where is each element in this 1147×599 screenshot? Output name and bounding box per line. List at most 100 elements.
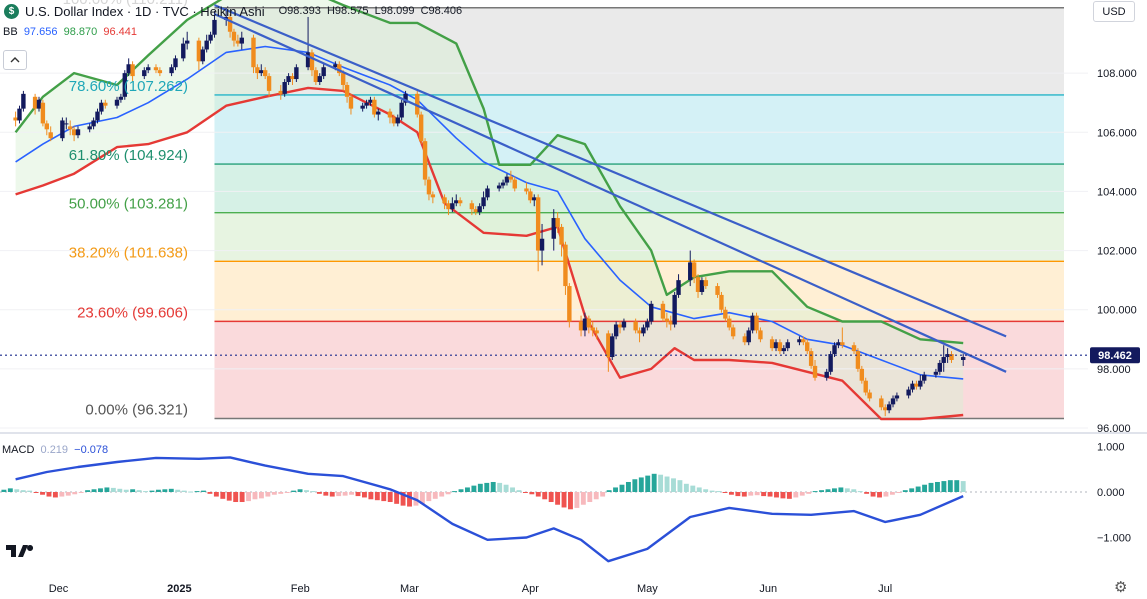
candle-body xyxy=(727,318,732,328)
candle-body xyxy=(918,380,923,387)
macd-histogram-bar xyxy=(110,487,116,492)
candle-body xyxy=(812,365,818,378)
gear-icon[interactable]: ⚙ xyxy=(1114,579,1128,596)
candle-body xyxy=(422,141,428,180)
candle-body xyxy=(255,67,260,74)
macd-histogram-bar xyxy=(130,489,136,492)
macd-histogram-bar xyxy=(825,489,831,492)
macd-histogram-bar xyxy=(812,491,818,493)
candle-body xyxy=(773,342,779,349)
macd-axis-label: 0.000 xyxy=(1097,487,1125,499)
macd-histogram-bar xyxy=(149,490,155,492)
macd-histogram-bar xyxy=(728,492,734,495)
currency-button[interactable]: USD xyxy=(1093,1,1135,22)
macd-histogram-bar xyxy=(258,492,264,499)
macd-histogram-bar xyxy=(664,476,670,492)
macd-histogram-bar xyxy=(645,475,651,492)
candle-body xyxy=(840,342,845,346)
candle-body xyxy=(317,76,322,83)
bb-upper-line xyxy=(14,0,964,345)
candle-body xyxy=(645,321,650,328)
macd-legend[interactable]: MACD 0.219 −0.078 xyxy=(2,444,108,456)
dollar-logo-icon[interactable]: $ xyxy=(4,3,19,19)
macd-histogram-bar xyxy=(162,489,168,492)
tradingview-logo-icon[interactable] xyxy=(6,542,38,563)
price-axis-label: 106.000 xyxy=(1097,127,1137,139)
candles-layer[interactable] xyxy=(13,8,966,417)
macd-histogram-bar xyxy=(619,484,625,492)
trendline xyxy=(214,4,1007,338)
macd-histogram-bar xyxy=(600,492,606,497)
candle-body xyxy=(621,321,627,328)
macd-histogram-bar xyxy=(1,489,7,492)
macd-histogram-bar xyxy=(291,490,297,492)
candle-body xyxy=(594,330,599,334)
macd-histogram-bar xyxy=(349,492,355,495)
candle-body xyxy=(606,333,611,358)
macd-histogram-bar xyxy=(928,482,934,492)
macd-histogram-bar xyxy=(555,492,561,505)
macd-histogram-bar xyxy=(374,492,380,501)
candle-body xyxy=(305,52,311,68)
macd-histogram-bar xyxy=(786,492,792,499)
macd-histogram-bar xyxy=(484,482,490,492)
candle-body xyxy=(169,67,174,74)
candle-body xyxy=(890,398,896,405)
candle-body xyxy=(399,102,404,118)
macd-histogram-bar xyxy=(690,485,696,492)
macd-label: MACD xyxy=(2,444,35,456)
macd-histogram-bar xyxy=(72,492,78,495)
candle-body xyxy=(32,96,38,109)
macd-histogram-bar xyxy=(831,488,837,492)
macd-histogram-bar xyxy=(877,492,882,498)
trendlines-layer[interactable] xyxy=(214,4,1007,373)
candle-body xyxy=(528,191,533,201)
macd-histogram-bar xyxy=(780,492,786,499)
macd-histogram-bar xyxy=(381,492,387,502)
macd-histogram-bar xyxy=(503,484,509,492)
bb-legend[interactable]: BB 97.656 98.870 96.441 xyxy=(3,26,137,38)
candle-body xyxy=(430,194,436,198)
macd-histogram-bar xyxy=(638,477,644,492)
macd-histogram-bar xyxy=(883,492,889,497)
candle-body xyxy=(95,111,100,121)
macd-histogram-bar xyxy=(709,490,715,492)
chevron-up-icon[interactable] xyxy=(3,50,27,70)
symbol-header: $ U.S. Dollar Index · 1D · TVC · Heikin … xyxy=(0,0,462,22)
price-axis-label: 98.000 xyxy=(1097,364,1131,376)
macd-histogram-bar xyxy=(754,492,760,496)
candle-body xyxy=(36,99,42,109)
price-axis-label: 102.000 xyxy=(1097,246,1137,258)
candle-body xyxy=(769,339,775,349)
last-price-badge xyxy=(1090,347,1140,364)
candle-body xyxy=(333,64,338,68)
candle-body xyxy=(886,404,892,411)
candle-body xyxy=(613,324,619,337)
macd-histogram-bar xyxy=(954,480,960,492)
macd-histogram-bar xyxy=(516,490,522,492)
tv-logo-glyph xyxy=(6,545,34,557)
macd-histogram-bar xyxy=(239,492,245,503)
bb-basis-value: 97.656 xyxy=(23,26,58,38)
macd-histogram-bar xyxy=(568,492,573,510)
candle-body xyxy=(239,37,244,44)
macd-histogram-bar xyxy=(716,491,722,493)
macd-histogram-bar xyxy=(941,481,947,492)
candle-body xyxy=(426,179,432,195)
macd-histogram-bar xyxy=(683,483,689,492)
candle-body xyxy=(376,111,381,115)
price-axis[interactable]: 108.000 106.000 104.000 102.000 100.000 98.00… xyxy=(1097,68,1137,435)
candle-body xyxy=(184,40,190,44)
candle-body xyxy=(153,67,159,71)
macd-histogram-bar xyxy=(471,485,477,492)
symbol-title[interactable]: U.S. Dollar Index · 1D · TVC · Heikin As… xyxy=(25,3,265,19)
macd-axis[interactable]: 1.000 0.000 −1.000 xyxy=(1097,442,1131,545)
macd-histogram-bar xyxy=(168,488,174,492)
price-axis-label: 108.000 xyxy=(1097,68,1137,80)
candle-body xyxy=(340,73,346,85)
candle-body xyxy=(797,339,802,343)
candle-body xyxy=(87,126,92,130)
time-axis[interactable]: Dec 2025 Feb Mar Apr May Jun Jul xyxy=(49,583,893,595)
macd-histogram-bar xyxy=(220,492,226,499)
